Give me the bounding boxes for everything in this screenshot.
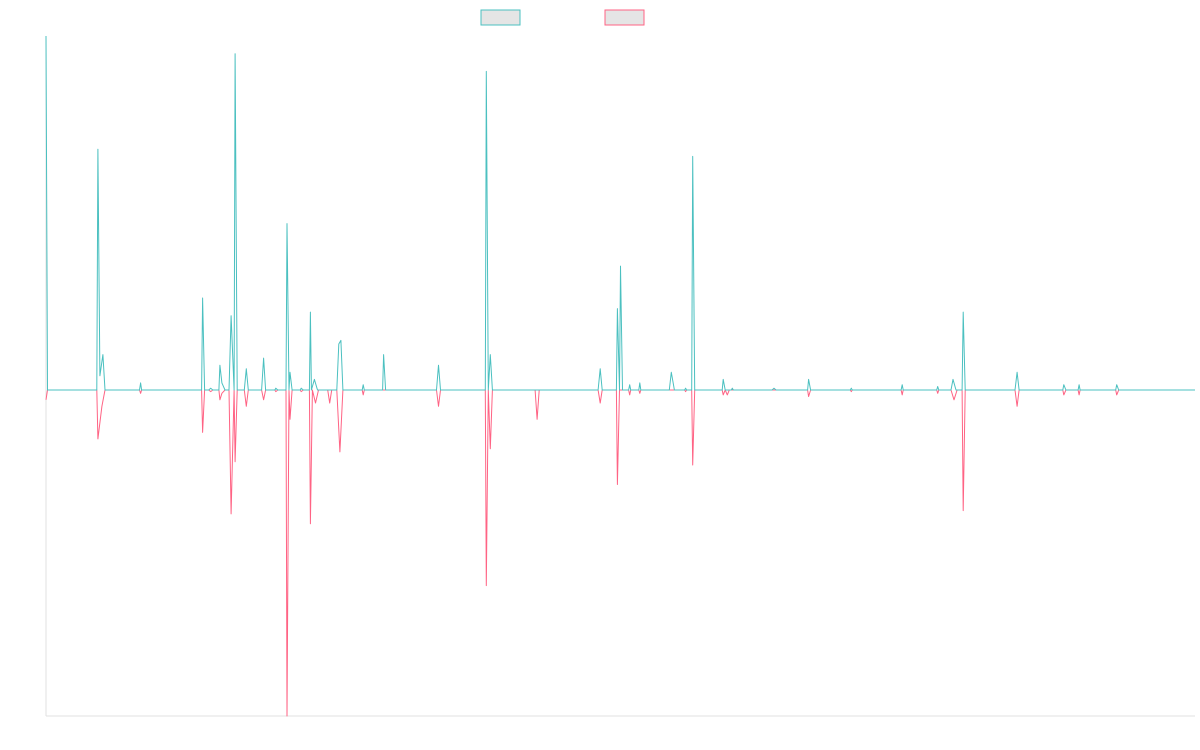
legend-swatch-2[interactable] (604, 9, 645, 26)
series-line-1 (45, 35, 1195, 391)
legend[interactable] (480, 9, 645, 26)
axes (45, 36, 1195, 717)
legend-swatch-1[interactable] (480, 9, 521, 26)
series-line-2 (45, 389, 1195, 717)
series-layer (45, 35, 1195, 717)
